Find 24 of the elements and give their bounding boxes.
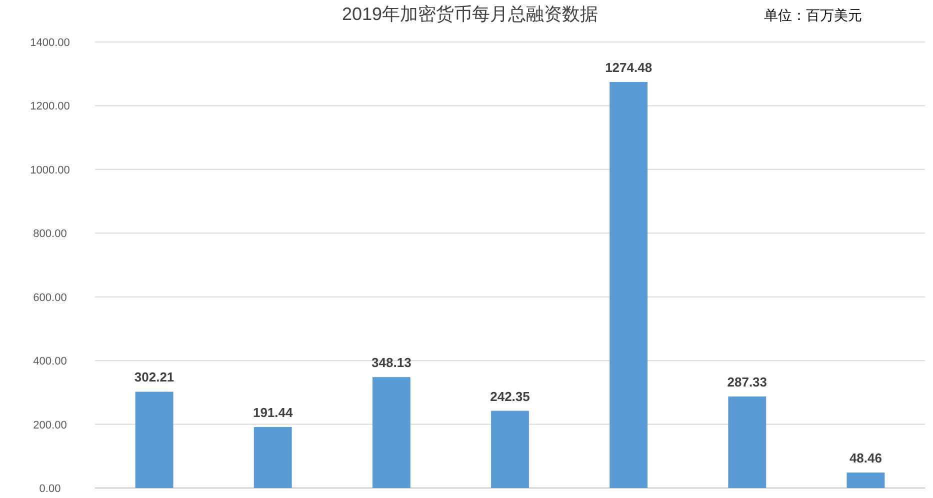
chart-title: 2019年加密货币每月总融资数据 [342,4,598,24]
y-tick-label: 1200.00 [30,100,70,113]
data-label: 1274.48 [605,60,652,75]
data-label: 287.33 [727,374,768,390]
bar [372,377,410,488]
bar [610,82,648,488]
bar [135,392,174,488]
y-tick-label: 1400.00 [30,37,70,49]
data-label: 191.44 [252,405,294,420]
data-label: 242.35 [490,388,530,404]
data-label: 48.46 [849,450,882,466]
y-tick-label: 400.00 [33,356,67,368]
data-label: 348.13 [372,355,412,370]
y-tick-label: 200.00 [33,419,67,432]
bar [728,396,766,488]
y-tick-label: 800.00 [33,228,67,240]
bar [491,410,529,488]
y-tick-label: 1000.00 [30,164,70,176]
text: 单位：百万美元 [764,7,862,23]
bar [846,472,885,488]
data-label: 302.21 [134,370,174,385]
bar [254,427,292,488]
y-tick-label: 600.00 [33,292,67,304]
y-tick-label: 0.00 [39,483,61,495]
